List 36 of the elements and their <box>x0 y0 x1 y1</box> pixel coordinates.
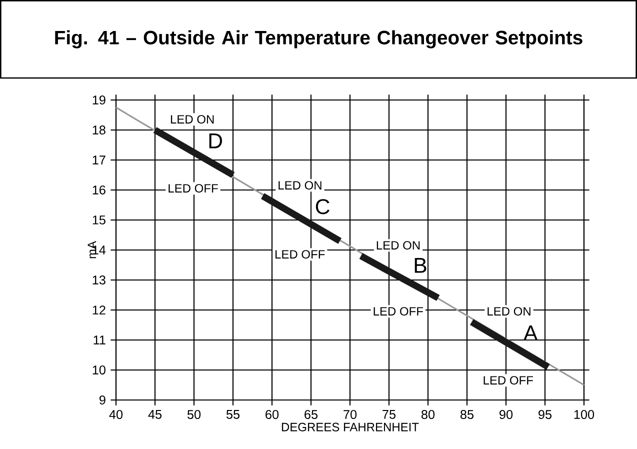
y-tick-label: 13 <box>92 276 106 284</box>
annotation: LED OFF <box>484 376 533 385</box>
annotation: LED ON <box>278 181 322 190</box>
x-tick-label: 90 <box>500 410 513 419</box>
x-tick-label: 95 <box>538 410 552 419</box>
x-tick-label: 70 <box>344 410 357 419</box>
y-tick-label: 16 <box>92 186 106 194</box>
x-tick-label: 60 <box>266 410 279 419</box>
x-tick-label: 80 <box>421 410 435 419</box>
x-tick-label: 75 <box>382 410 396 419</box>
x-tick-label: 50 <box>187 410 201 419</box>
annotation: LED OFF <box>374 307 423 316</box>
x-tick-label: 40 <box>109 410 123 419</box>
y-tick-label: 17 <box>92 156 106 164</box>
series-label: D <box>209 134 222 148</box>
x-tick-label: 55 <box>226 410 240 419</box>
y-tick-label: 12 <box>92 306 106 314</box>
annotation: LED ON <box>170 115 214 124</box>
y-tick-label: 19 <box>92 96 106 104</box>
y-tick-label: 15 <box>92 216 106 224</box>
y-tick-label: 10 <box>92 366 106 374</box>
y-tick-label: 18 <box>92 126 106 134</box>
x-tick-label: 65 <box>304 410 318 419</box>
annotation: LED OFF <box>276 250 325 259</box>
x-tick-label: 45 <box>148 410 162 419</box>
annotation: LED OFF <box>168 184 218 193</box>
annotation: LED ON <box>488 307 530 316</box>
series-label: C <box>316 199 330 214</box>
y-tick-label: 9 <box>100 396 106 404</box>
x-axis-title: DEGREES FAHRENHEIT <box>282 422 419 432</box>
x-tick-label: 85 <box>460 410 474 419</box>
annotation: LED ON <box>376 241 420 250</box>
x-tick-label: 100 <box>574 410 594 419</box>
series-label: B <box>414 258 426 273</box>
y-tick-label: 11 <box>94 336 106 344</box>
chart-title: Fig. 41 – Outside Air Temperature Changeover Setpoints <box>55 30 582 48</box>
